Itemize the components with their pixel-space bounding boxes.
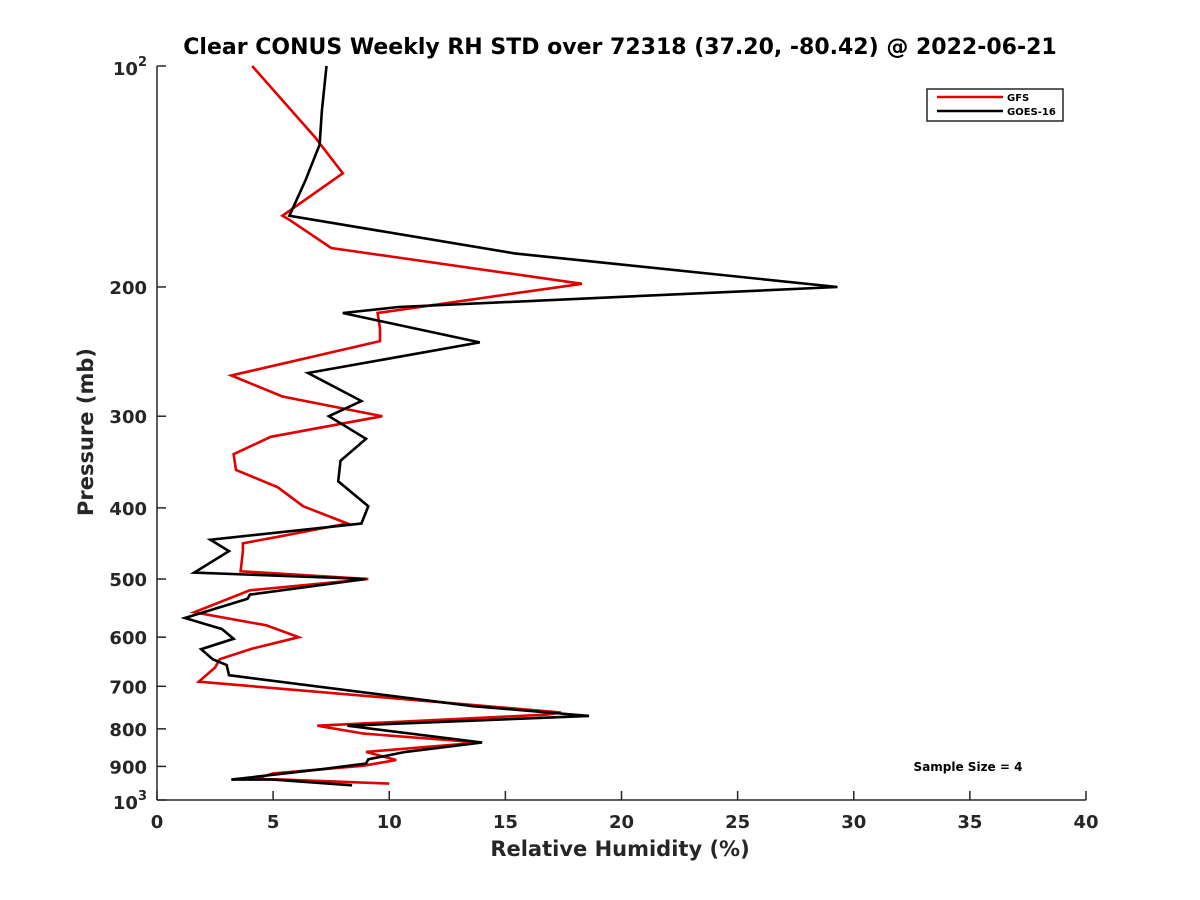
plot-series-group [180,65,838,787]
legend-box [926,88,1064,122]
y-tick-exponent: 2 [138,55,147,70]
x-tick-label: 20 [609,812,634,833]
x-ticks: 0 5 10 15 20 25 30 35 40 [151,791,1099,833]
y-tick-label: 900 [109,757,147,778]
legend-label: GOES-16 [1007,107,1056,118]
y-tick-base: 10 [113,59,138,80]
x-tick-label: 5 [267,812,280,833]
y-tick-label: 700 [109,677,147,698]
y-tick-label: 200 [109,278,147,299]
sample-size-annotation: Sample Size = 4 [914,760,1023,774]
y-axis-label: Pressure (mb) [74,348,98,516]
y-tick-label: 300 [109,407,147,428]
x-tick-label: 0 [151,812,164,833]
y-tick-label: 400 [109,499,147,520]
y-tick-label: 600 [109,628,147,649]
y-tick-label: 500 [109,570,147,591]
y-tick-base: 10 [113,793,138,814]
y-tick-label: 103 [113,789,147,814]
x-tick-label: 35 [957,812,982,833]
x-tick-label: 25 [725,812,750,833]
x-tick-label: 40 [1073,812,1098,833]
chart-title: Clear CONUS Weekly RH STD over 72318 (37… [183,35,1056,60]
x-axis-label: Relative Humidity (%) [490,837,749,861]
series-line-goes-16 [180,65,838,787]
y-tick-exponent: 3 [138,789,147,804]
y-tick-label: 102 [113,55,147,80]
x-tick-label: 30 [841,812,866,833]
y-tick-label: 800 [109,720,147,741]
x-tick-label: 15 [493,812,518,833]
series-line-gfs [189,65,583,785]
x-tick-label: 10 [377,812,402,833]
legend-label: GFS [1007,93,1029,104]
legend: GFS GOES-16 [926,88,1064,122]
